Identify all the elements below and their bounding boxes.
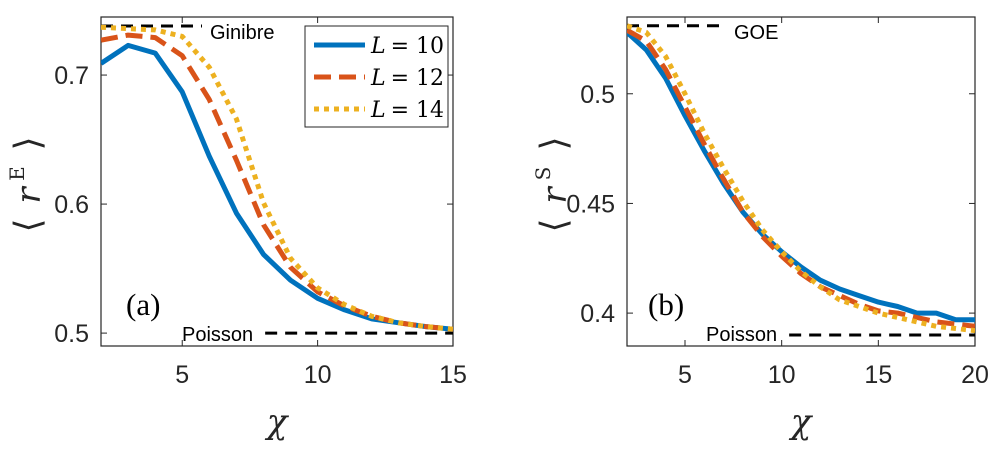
y-tick-label: 0.4 bbox=[580, 300, 615, 328]
legend-entry-value: = 12 bbox=[391, 66, 444, 91]
x-tick-label: 5 bbox=[175, 361, 189, 389]
y-axis-label: ⟨ rE ⟩ bbox=[5, 136, 49, 232]
series-line-l14 bbox=[101, 24, 453, 332]
axes-box bbox=[100, 16, 454, 347]
y-label-superscript: S bbox=[531, 167, 555, 181]
axes-box bbox=[626, 16, 976, 347]
y-tick-label: 0.7 bbox=[54, 62, 89, 90]
legend: L = 10L = 12L = 14 bbox=[304, 25, 449, 128]
y-label-left-bracket: ⟨ bbox=[534, 218, 575, 232]
x-tick-label: 15 bbox=[864, 361, 892, 389]
x-axis-label: χ bbox=[789, 402, 814, 442]
y-tick-label: 0.6 bbox=[54, 191, 89, 219]
legend-entry-prefix: L bbox=[370, 66, 386, 91]
y-label-base: r bbox=[535, 186, 575, 204]
x-tick-label: 10 bbox=[304, 361, 332, 389]
reference-line-label: Ginibre bbox=[210, 22, 274, 44]
series-line-l10 bbox=[101, 42, 453, 332]
legend-entry: L = 14 bbox=[370, 98, 444, 123]
y-tick-label: 0.5 bbox=[580, 81, 615, 109]
x-tick-label: 20 bbox=[961, 361, 989, 389]
y-label-base: r bbox=[9, 186, 49, 204]
x-tick-label: 10 bbox=[768, 361, 796, 389]
legend-entry: L = 10 bbox=[370, 34, 444, 59]
panel-label: (b) bbox=[648, 287, 684, 322]
panel-b: 5 10 15 20 0.4 0.45 0.5 χ ⟨ rS ⟩ GOE Poisson (b) bbox=[531, 16, 989, 442]
series-line-l14 bbox=[627, 23, 975, 334]
panel-label: (a) bbox=[126, 287, 160, 322]
y-label-right-bracket: ⟩ bbox=[534, 136, 575, 150]
series-group bbox=[627, 23, 975, 334]
reference-line-label: Poisson bbox=[706, 324, 777, 346]
series-line-l12 bbox=[627, 28, 975, 329]
series-line-l12 bbox=[101, 32, 453, 332]
series-line-l10 bbox=[627, 30, 975, 323]
y-tick-label: 0.5 bbox=[54, 320, 89, 348]
x-axis-label: χ bbox=[265, 402, 290, 442]
x-tick-label: 15 bbox=[439, 361, 467, 389]
legend-entry: L = 12 bbox=[370, 66, 444, 91]
reference-line-label: GOE bbox=[734, 22, 778, 44]
y-tick-label: 0.45 bbox=[566, 190, 615, 218]
y-label-left-bracket: ⟨ bbox=[8, 218, 49, 232]
series-group bbox=[101, 24, 453, 332]
legend-entry-value: = 10 bbox=[391, 34, 444, 59]
reference-line-label: Poisson bbox=[182, 324, 253, 346]
legend-entry-prefix: L bbox=[370, 98, 386, 123]
x-tick-label: 5 bbox=[678, 361, 692, 389]
y-label-superscript: E bbox=[5, 166, 29, 181]
legend-entry-value: = 14 bbox=[391, 98, 444, 123]
y-axis-label: ⟨ rS ⟩ bbox=[531, 136, 575, 232]
legend-entry-prefix: L bbox=[370, 34, 386, 59]
y-label-right-bracket: ⟩ bbox=[8, 136, 49, 150]
